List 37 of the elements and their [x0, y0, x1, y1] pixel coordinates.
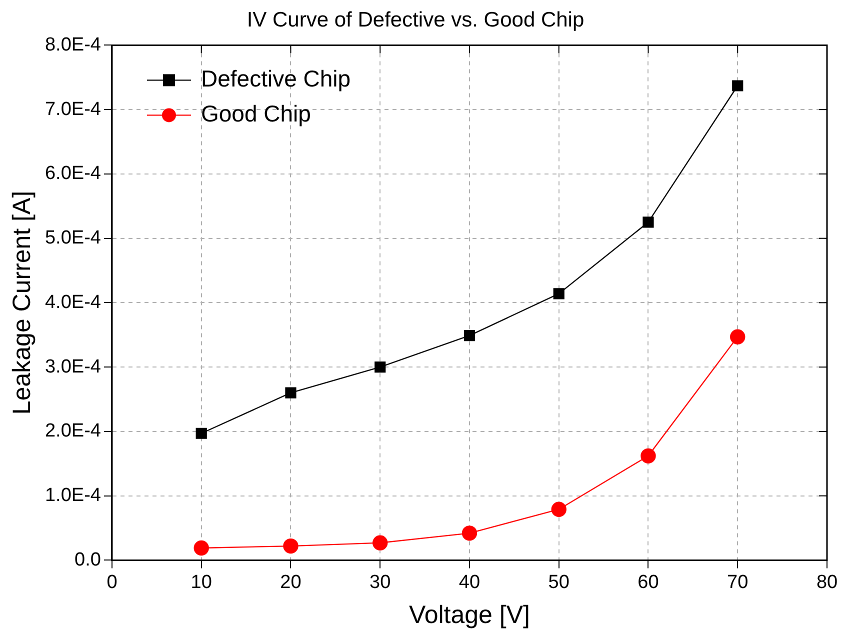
x-tick-label: 10 — [190, 572, 212, 593]
x-tick-label: 50 — [548, 572, 570, 593]
y-tick-label: 0.0 — [74, 549, 101, 570]
point — [196, 428, 207, 439]
point — [642, 216, 654, 228]
legend-label: Good Chip — [200, 100, 311, 127]
point — [372, 535, 388, 550]
point — [640, 448, 656, 464]
x-tick-label: 30 — [370, 572, 391, 593]
point — [553, 288, 564, 300]
point — [462, 526, 478, 541]
y-tick-label: 2.0E-4 — [44, 420, 102, 442]
x-tick-label: 80 — [816, 572, 838, 593]
point — [374, 362, 386, 373]
x-tick-label: 0 — [106, 572, 118, 593]
point — [732, 80, 744, 92]
point — [283, 538, 298, 554]
point — [194, 540, 209, 556]
y-tick-label: 5.0E-4 — [44, 228, 102, 249]
y-tick-label: 3.0E-4 — [44, 356, 102, 378]
y-tick-label: 7.0E-4 — [44, 98, 102, 120]
x-tick-label: 60 — [638, 572, 659, 593]
y-axis-title: Leakage Current [A] — [8, 190, 36, 415]
chart-title: IV Curve of Defective vs. Good Chip — [246, 8, 584, 32]
y-tick-label: 1.0E-4 — [44, 485, 102, 506]
x-tick-label: 70 — [727, 572, 748, 593]
x-tick-label: 40 — [458, 572, 480, 593]
y-tick-label: 6.0E-4 — [44, 163, 102, 184]
point — [285, 387, 296, 398]
point — [730, 329, 746, 344]
x-tick-label: 20 — [280, 572, 302, 593]
legend-label: Defective Chip — [200, 66, 351, 92]
y-tick-label: 4.0E-4 — [44, 292, 102, 313]
y-tick-label: 8.0E-4 — [44, 34, 102, 56]
point — [551, 502, 566, 517]
point — [464, 330, 476, 342]
x-axis-title: Voltage [V] — [409, 600, 530, 629]
